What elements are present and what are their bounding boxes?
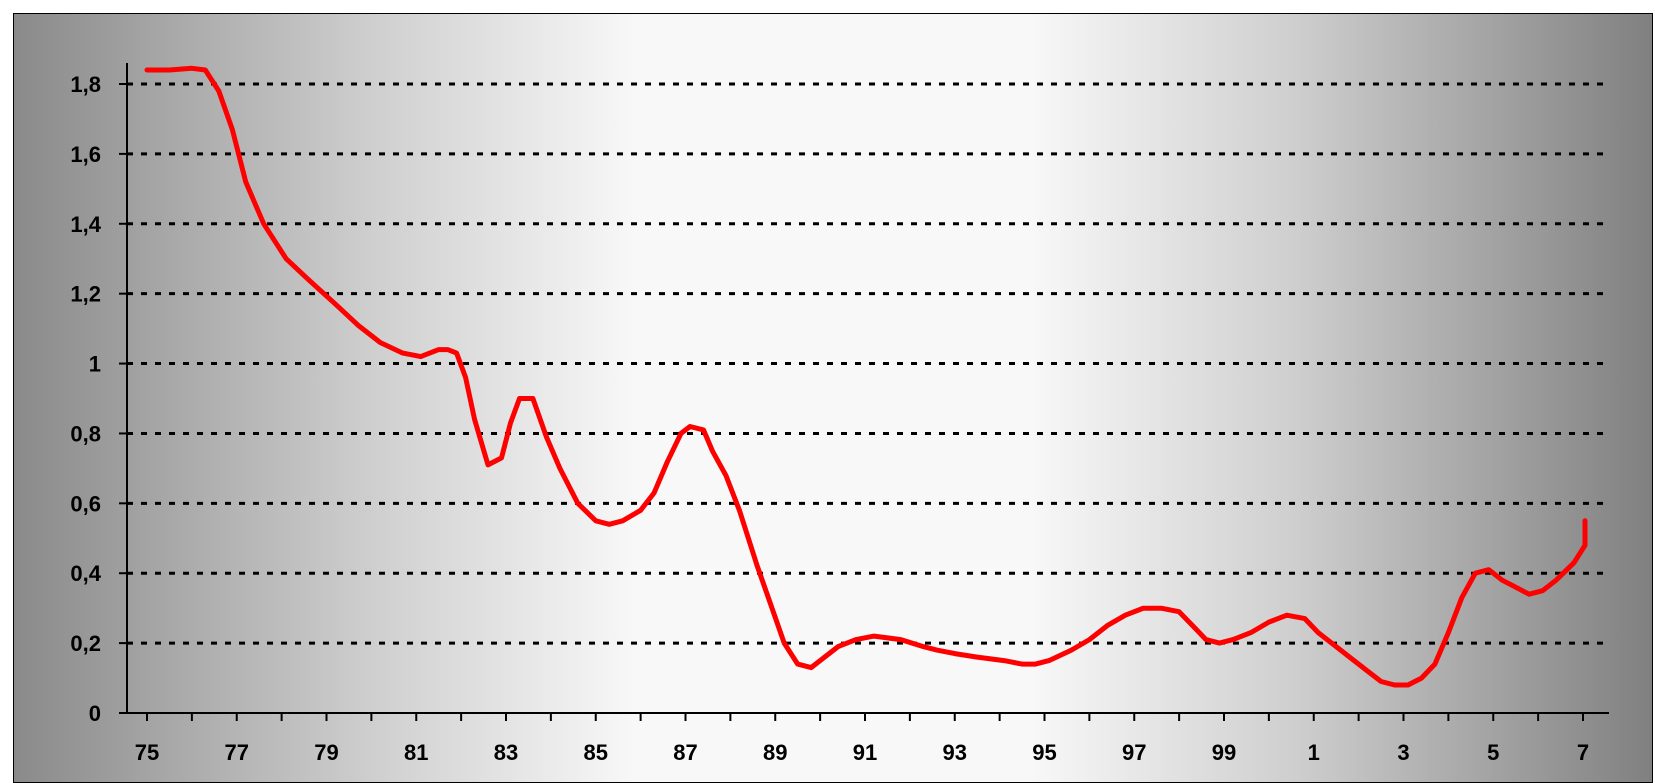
y-tick-label: 0,6 (70, 491, 101, 516)
x-tick-label: 7 (1577, 740, 1589, 765)
x-tick-label: 91 (853, 740, 877, 765)
x-tick-label: 79 (314, 740, 338, 765)
y-tick-label: 0,2 (70, 631, 101, 656)
y-tick-label: 1,2 (70, 282, 101, 307)
x-tick-label: 81 (404, 740, 428, 765)
x-tick-label: 1 (1308, 740, 1320, 765)
x-tick-label: 3 (1397, 740, 1409, 765)
x-tick-label: 99 (1212, 740, 1236, 765)
x-tick-label: 75 (135, 740, 159, 765)
axes (126, 63, 1609, 714)
series (144, 65, 1588, 688)
x-tick-label: 77 (225, 740, 249, 765)
y-tick-label: 0,8 (70, 421, 101, 446)
plot-area (13, 13, 1653, 783)
x-tick-label: 95 (1032, 740, 1056, 765)
y-tick-label: 1 (89, 352, 101, 377)
grid-lines (127, 82, 1609, 645)
series-line (144, 65, 1588, 688)
x-tick-label: 93 (943, 740, 967, 765)
x-tick-label: 5 (1487, 740, 1499, 765)
x-tick-label: 89 (763, 740, 787, 765)
y-tick-label: 1,8 (70, 72, 101, 97)
y-tick-label: 1,4 (70, 212, 101, 237)
x-tick-label: 83 (494, 740, 518, 765)
y-tick-labels: 0 0,2 0,4 0,6 0,8 1 1,2 1,4 1,6 1,8 (70, 72, 127, 726)
x-tick-label: 85 (584, 740, 608, 765)
y-tick-label: 0,4 (70, 561, 101, 586)
x-tick-label: 87 (673, 740, 697, 765)
x-tick-label: 97 (1122, 740, 1146, 765)
y-tick-label: 1,6 (70, 142, 101, 167)
y-tick-label: 0 (89, 701, 101, 726)
x-tick-labels: 75 77 79 81 83 85 87 89 91 93 95 97 99 1 3 5 7 (135, 713, 1589, 765)
